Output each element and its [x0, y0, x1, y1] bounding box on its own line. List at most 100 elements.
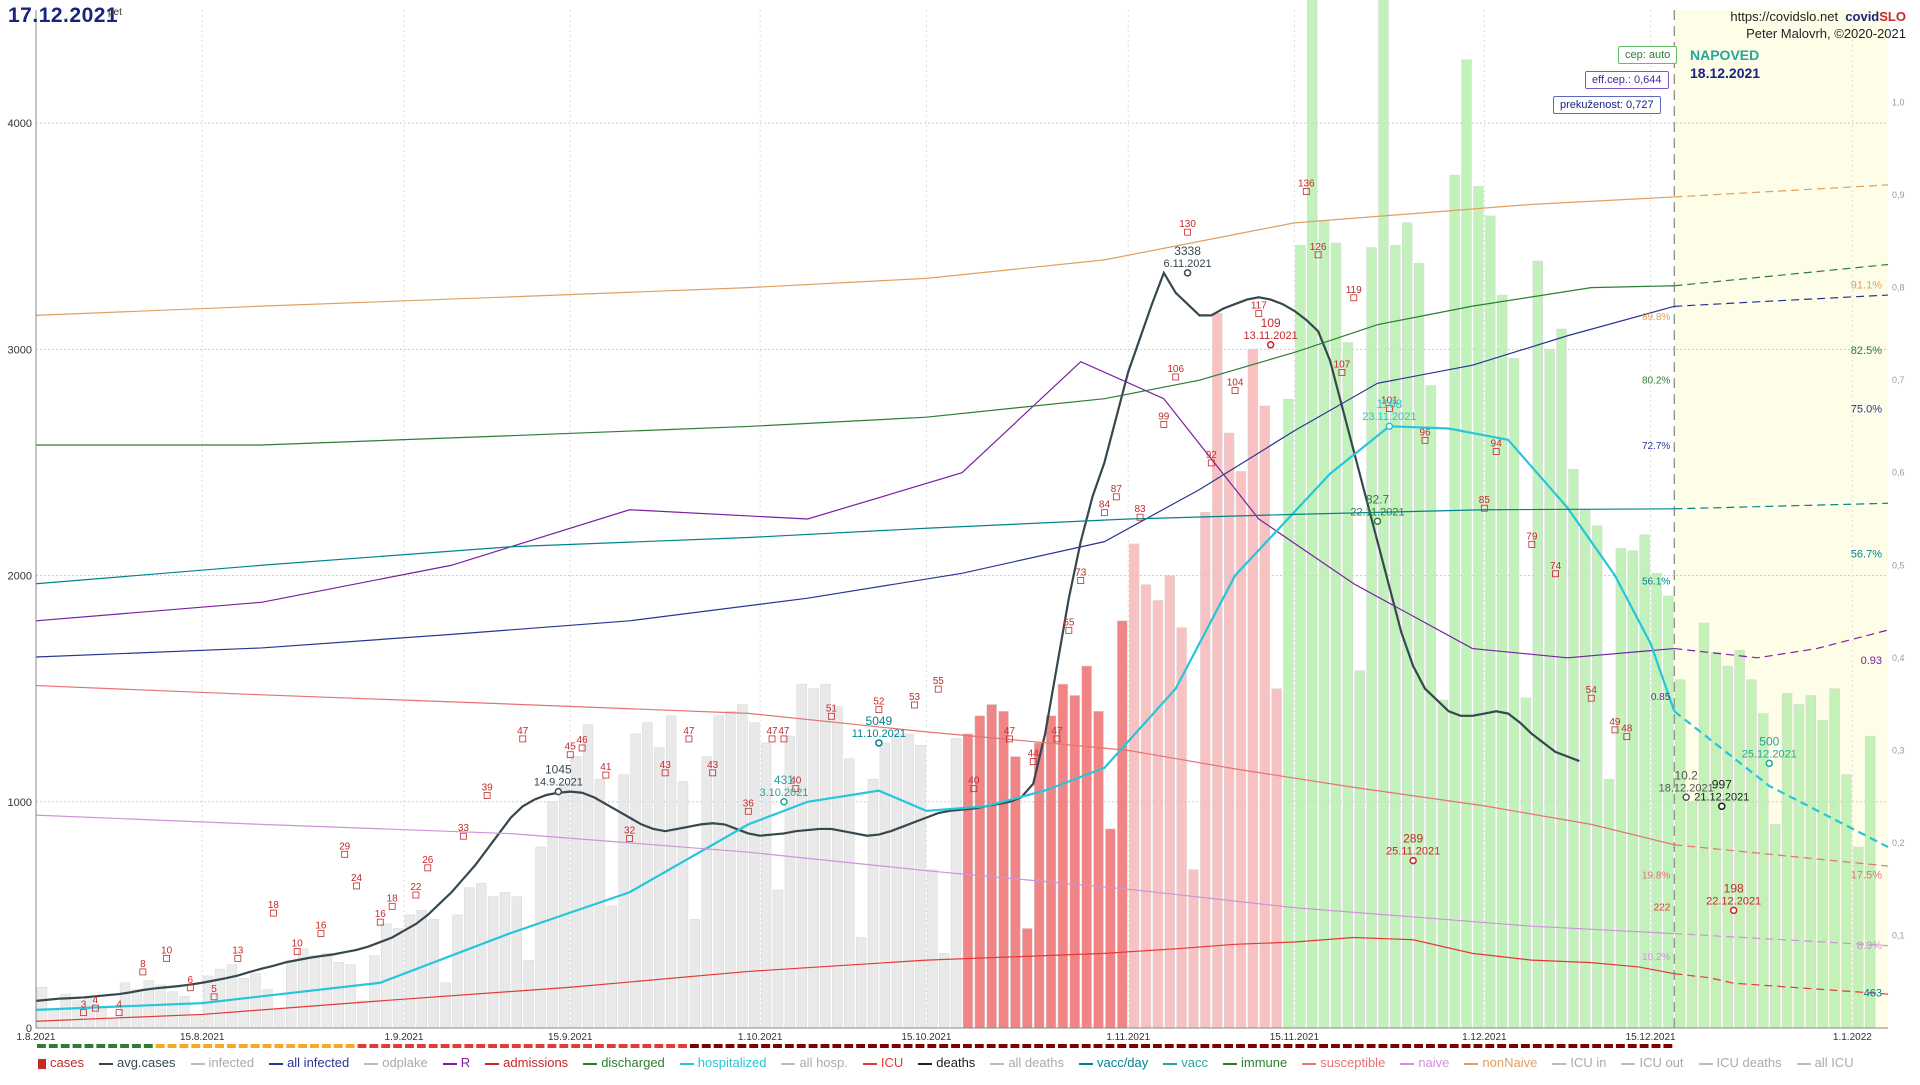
annotation-value: 289: [1403, 832, 1423, 846]
annotation-date: 13.11.2021: [1244, 330, 1298, 342]
admission-label: 101: [1381, 396, 1398, 407]
timeline-cell: [820, 1044, 830, 1048]
annotation-value: 1168: [1376, 397, 1402, 411]
timeline-cell: [725, 1044, 735, 1048]
legend-item-icu[interactable]: ICU: [862, 1055, 903, 1070]
cases-bar: [867, 778, 879, 1029]
legend-item-icu-deaths[interactable]: ICU deaths: [1698, 1055, 1782, 1070]
legend-item-infected[interactable]: infected: [190, 1055, 254, 1070]
admission-marker: [317, 930, 325, 937]
legend-item-deaths[interactable]: deaths: [918, 1055, 975, 1070]
admission-label: 33: [458, 823, 470, 834]
forecast-bg: [1674, 10, 1888, 1028]
legend-label: vacc: [1181, 1055, 1209, 1070]
timeline-cell: [1117, 1044, 1127, 1048]
timeline-cell: [321, 1044, 331, 1048]
legend-item-odplake[interactable]: odplake: [364, 1055, 428, 1070]
legend-swatch: [862, 1062, 877, 1065]
legend-item-admissions[interactable]: admissions: [485, 1055, 568, 1070]
admission-label: 55: [933, 676, 945, 687]
cep-button[interactable]: cep: auto: [1618, 46, 1678, 64]
cases-bar: [1781, 692, 1793, 1029]
cases-bar: [1449, 174, 1460, 1029]
legend-item-vacc[interactable]: vacc: [1163, 1055, 1208, 1070]
legend-item-susceptible[interactable]: susceptible: [1302, 1055, 1385, 1070]
admission-marker: [1053, 735, 1061, 743]
legend-swatch: [485, 1062, 500, 1065]
cases-bar: [1366, 247, 1377, 1029]
cases-bar: [155, 984, 166, 1029]
timeline-cell: [1164, 1044, 1174, 1048]
site-link[interactable]: https://covidslo.net: [1730, 9, 1839, 24]
timeline-cell: [120, 1044, 129, 1048]
legend-item-r[interactable]: R: [442, 1055, 470, 1070]
timeline-cell: [1663, 1044, 1673, 1048]
timeline-cell: [167, 1044, 177, 1048]
admission-marker: [1338, 369, 1346, 376]
cases-bar: [309, 955, 321, 1029]
legend-item-all-hosp-[interactable]: all hosp.: [781, 1055, 848, 1070]
timeline-cell: [1485, 1044, 1495, 1048]
legend-label: all infected: [287, 1055, 350, 1070]
cases-bar: [879, 742, 891, 1029]
legend-item-icu-in[interactable]: ICU in: [1552, 1055, 1606, 1070]
annotation-value: 10.2: [1674, 768, 1698, 782]
legend-item-icu-out[interactable]: ICU out: [1621, 1055, 1684, 1070]
legend-swatch: [1552, 1062, 1567, 1065]
admission-marker: [709, 769, 717, 777]
legend-swatch: [583, 1062, 598, 1065]
admission-marker: [875, 706, 883, 713]
timeline-cell: [998, 1044, 1008, 1048]
legend-item-all-infected[interactable]: all infected: [269, 1055, 349, 1070]
timeline-cell: [476, 1044, 486, 1048]
admission-label: 92: [1206, 450, 1218, 461]
timeline-cell: [903, 1044, 913, 1048]
admission-label: 136: [1298, 178, 1315, 189]
admission-marker: [91, 1004, 99, 1012]
cases-bar: [250, 973, 261, 1029]
legend-swatch: [990, 1062, 1005, 1065]
admission-label: 117: [1251, 301, 1267, 312]
legend-item-cases[interactable]: cases: [38, 1055, 84, 1070]
admission-marker: [270, 909, 277, 917]
legend-item-all-deaths[interactable]: all deaths: [990, 1055, 1064, 1070]
cases-bar: [1033, 742, 1045, 1029]
legend-item-vacc-day[interactable]: vacc/day: [1078, 1055, 1148, 1070]
legend-item-hospitalized[interactable]: hospitalized: [679, 1055, 766, 1070]
admission-label: 13: [232, 945, 244, 956]
legend-item-nonnaive[interactable]: nonNaive: [1464, 1055, 1537, 1070]
timeline-cell: [143, 1044, 153, 1048]
legend-item-all-icu[interactable]: all ICU: [1796, 1055, 1854, 1070]
annotation-dot: [875, 739, 883, 747]
cases-bar: [606, 905, 617, 1029]
admission-marker: [163, 954, 170, 962]
admission-marker: [341, 850, 349, 858]
x-tick-label: 15.11.2021: [1270, 1032, 1320, 1043]
legend-label: all ICU: [1814, 1055, 1854, 1070]
admission-label: 47: [778, 726, 790, 737]
admission-marker: [1172, 373, 1180, 381]
admission-label: 41: [600, 762, 612, 773]
legend-item-immune[interactable]: immune: [1223, 1055, 1287, 1070]
legend-swatch: [1078, 1062, 1093, 1065]
admission-marker: [1302, 188, 1310, 195]
today-value-label: 89.8%: [1642, 312, 1670, 323]
timeline-cell: [879, 1044, 889, 1048]
eff-cep-button[interactable]: eff.cep.: 0,644: [1585, 71, 1669, 89]
admission-marker: [828, 712, 835, 720]
timeline-cell: [1271, 1044, 1281, 1048]
cases-bar: [1508, 358, 1520, 1029]
legend-item-avg-cases[interactable]: avg.cases: [98, 1055, 176, 1070]
timeline-cell: [868, 1044, 877, 1048]
legend-item-discharged[interactable]: discharged: [583, 1055, 665, 1070]
admission-label: 16: [375, 909, 387, 920]
legend-item-naive[interactable]: naive: [1400, 1055, 1449, 1070]
timeline-cell: [1497, 1044, 1507, 1048]
annotation-dot: [1682, 793, 1690, 802]
series-line: [35, 360, 1675, 659]
today-value-label: 19.8%: [1642, 871, 1670, 882]
series-lines: [35, 184, 1889, 1022]
prekuzenost-button[interactable]: prekuženost: 0,727: [1553, 96, 1661, 114]
timeline-cell: [927, 1044, 937, 1048]
